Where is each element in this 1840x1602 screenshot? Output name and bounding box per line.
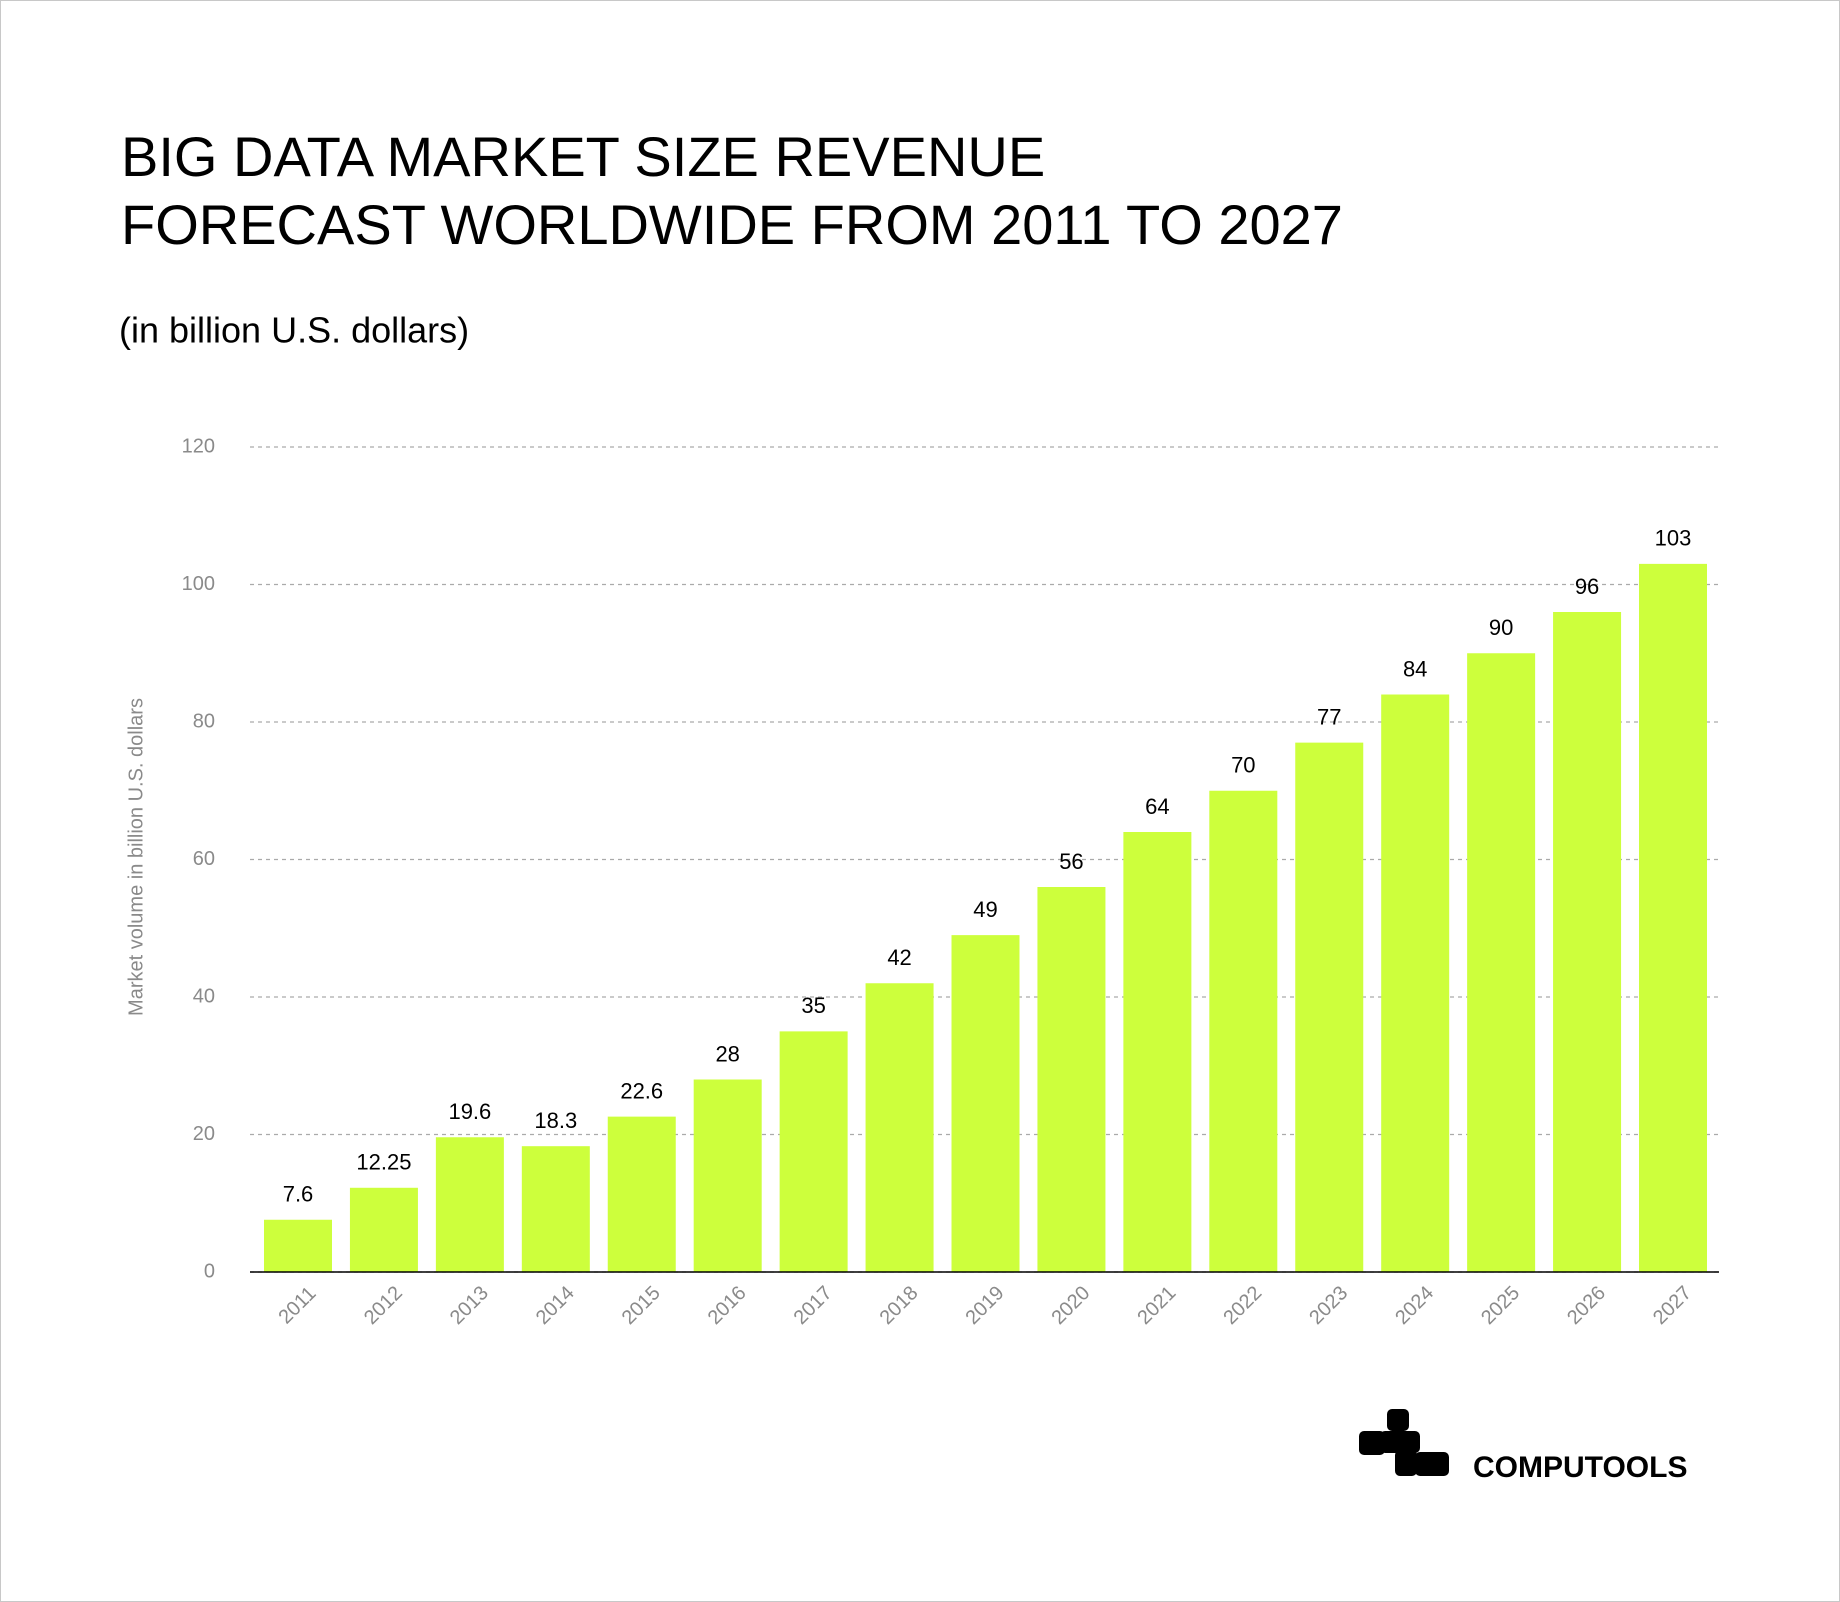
bar bbox=[1381, 694, 1450, 1272]
y-tick-label: 100 bbox=[182, 573, 215, 595]
bar bbox=[865, 983, 934, 1272]
value-label: 64 bbox=[1145, 794, 1169, 819]
value-label: 56 bbox=[1059, 849, 1083, 874]
value-label: 84 bbox=[1403, 656, 1427, 681]
value-label: 7.6 bbox=[283, 1182, 314, 1207]
value-label: 49 bbox=[973, 897, 997, 922]
y-tick-label: 20 bbox=[193, 1123, 215, 1145]
bar bbox=[607, 1116, 676, 1272]
value-label: 70 bbox=[1231, 753, 1255, 778]
value-label: 22.6 bbox=[620, 1078, 663, 1103]
value-label: 96 bbox=[1575, 574, 1599, 599]
bar bbox=[1209, 790, 1278, 1272]
bar bbox=[1639, 563, 1707, 1272]
brand-name: COMPUTOOLS bbox=[1473, 1451, 1687, 1484]
bar bbox=[693, 1079, 762, 1272]
value-label: 42 bbox=[887, 945, 911, 970]
y-axis-title: Market volume in billion U.S. dollars bbox=[125, 698, 147, 1016]
y-tick-label: 80 bbox=[193, 710, 215, 732]
y-tick-label: 0 bbox=[204, 1260, 215, 1282]
logo bbox=[1359, 1409, 1449, 1476]
value-label: 28 bbox=[715, 1041, 739, 1066]
bar bbox=[1037, 887, 1106, 1272]
value-label: 12.25 bbox=[356, 1150, 411, 1175]
bar bbox=[1295, 742, 1364, 1272]
value-label: 18.3 bbox=[534, 1108, 577, 1133]
bar bbox=[349, 1187, 418, 1272]
bar bbox=[1123, 832, 1192, 1272]
bar bbox=[779, 1031, 848, 1272]
value-label: 77 bbox=[1317, 704, 1341, 729]
bar bbox=[1553, 612, 1622, 1272]
y-tick-label: 40 bbox=[193, 985, 215, 1007]
bar bbox=[521, 1146, 590, 1272]
bar bbox=[264, 1219, 332, 1272]
chart-title: BIG DATA MARKET SIZE REVENUE bbox=[121, 125, 1045, 188]
value-label: 19.6 bbox=[448, 1099, 491, 1124]
bar bbox=[951, 935, 1020, 1272]
chart-title: FORECAST WORLDWIDE FROM 2011 TO 2027 bbox=[121, 193, 1343, 256]
chart-subtitle: (in billion U.S. dollars) bbox=[119, 310, 469, 351]
bar bbox=[1467, 653, 1536, 1272]
y-tick-label: 120 bbox=[182, 435, 215, 457]
value-label: 90 bbox=[1489, 615, 1513, 640]
value-label: 103 bbox=[1655, 526, 1692, 551]
value-label: 35 bbox=[801, 993, 825, 1018]
bar bbox=[435, 1137, 504, 1272]
y-tick-label: 60 bbox=[193, 848, 215, 870]
